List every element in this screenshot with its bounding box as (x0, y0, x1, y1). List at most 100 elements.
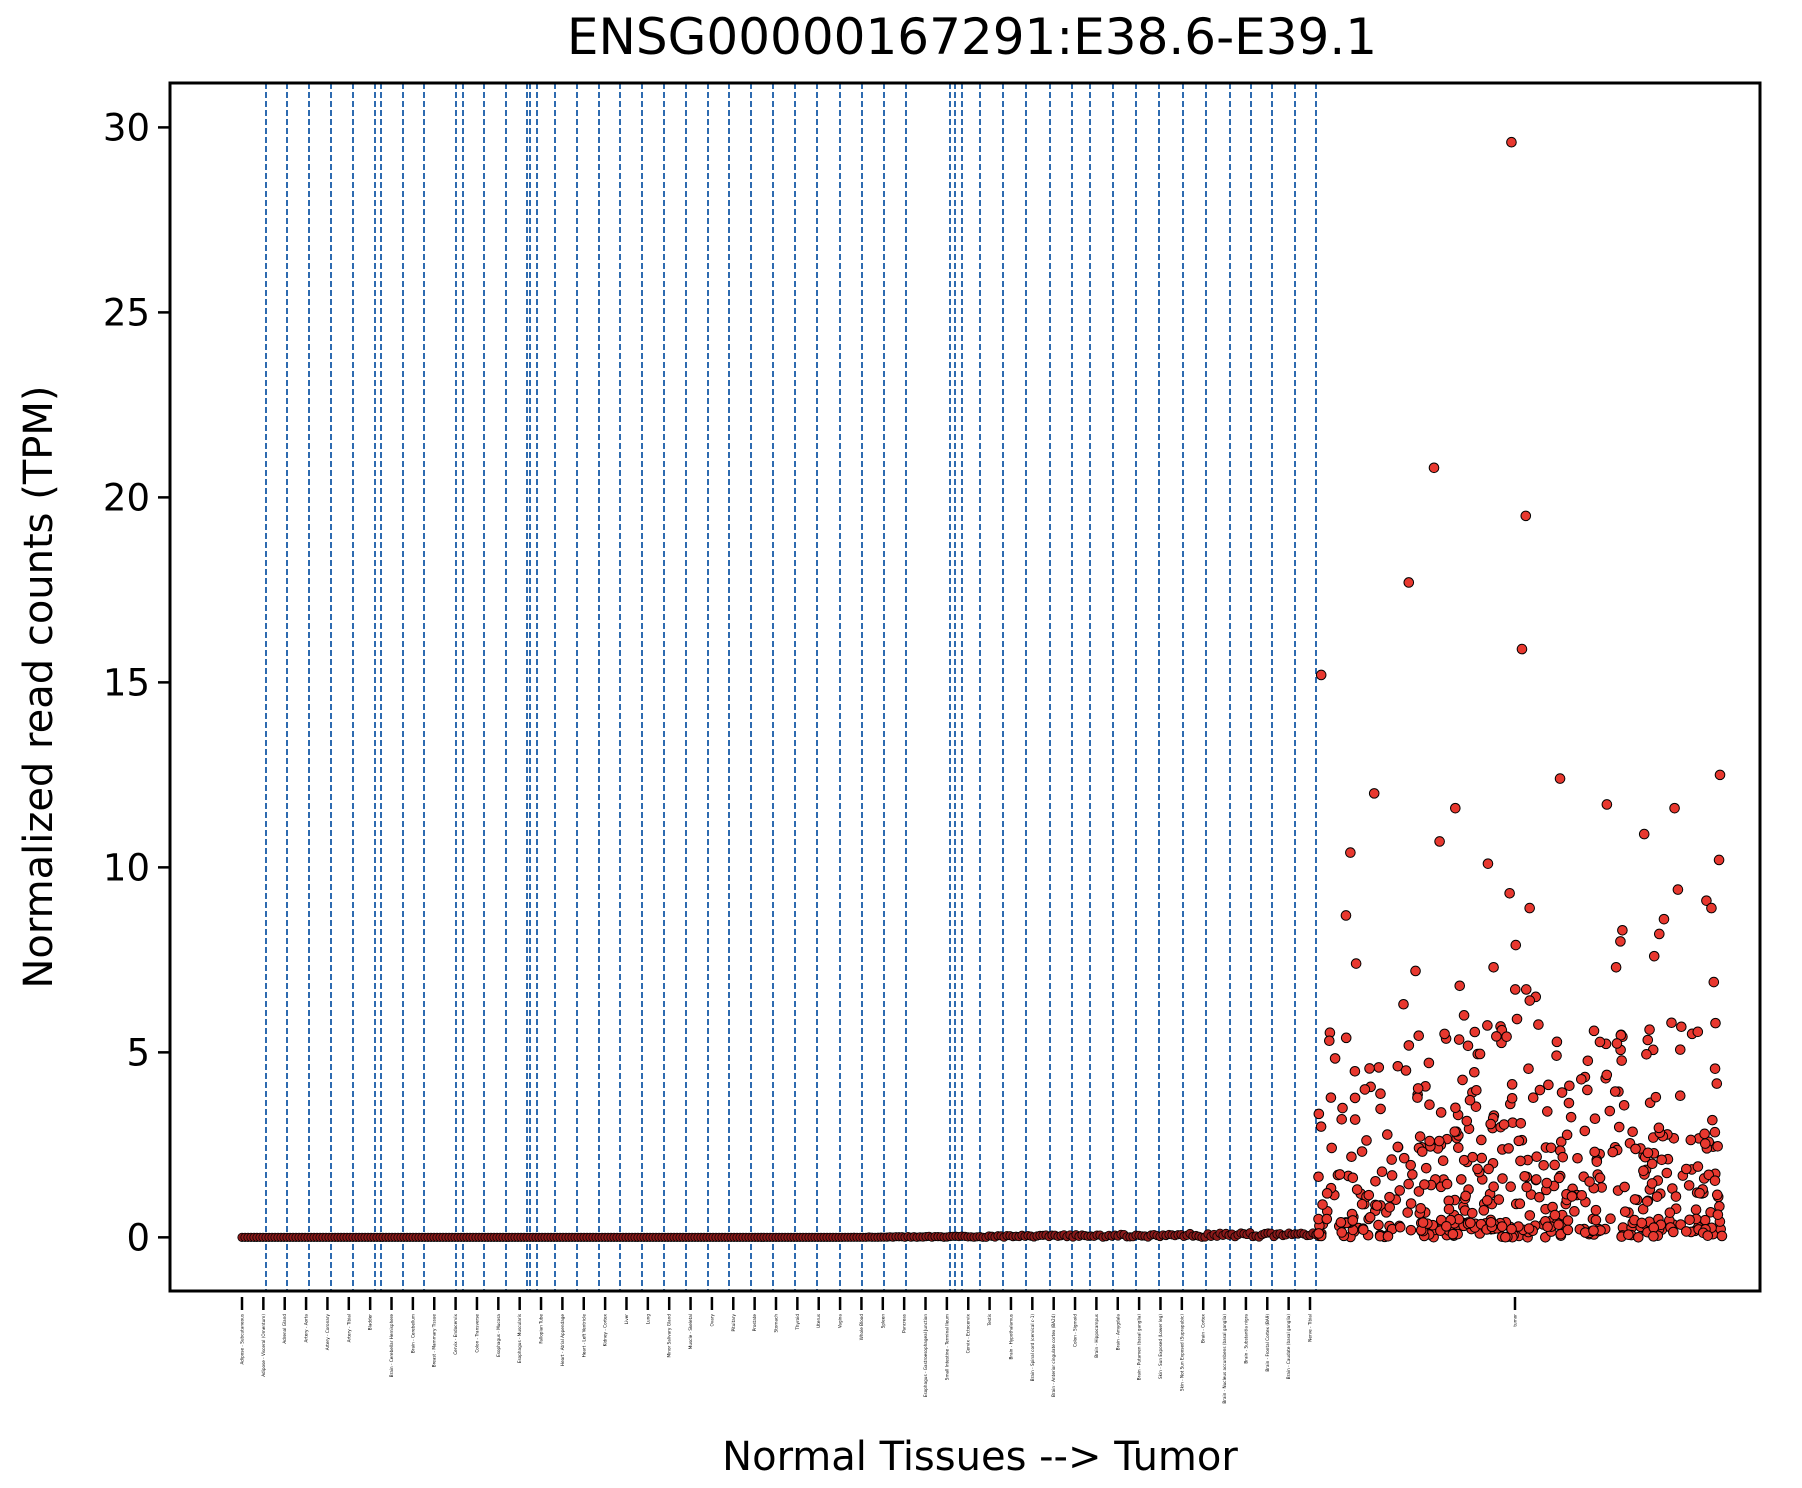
x-tick-label: Skin - Not Sun Exposed (Suprapubic) (1179, 1314, 1184, 1391)
tumor-point (1488, 1181, 1499, 1193)
tumor-point (1428, 462, 1440, 474)
tumor-point (1609, 1086, 1621, 1097)
tumor-point (1654, 928, 1665, 940)
tumor-point (1553, 1219, 1564, 1230)
tumor-point (1462, 1040, 1474, 1052)
tumor-point (1334, 1169, 1346, 1180)
tumor-point (1433, 1135, 1445, 1147)
tumor-point (1707, 1114, 1718, 1126)
tumor-point (1582, 1055, 1594, 1067)
tumor-point (1460, 1190, 1471, 1202)
x-tick-label: Brain - Cerebellum (410, 1314, 415, 1353)
tumor-point (1716, 1230, 1728, 1242)
tumor-point (1467, 1207, 1478, 1219)
x-tick-label: Brain - Amygdala (1115, 1314, 1120, 1351)
tumor-point (1464, 1094, 1476, 1106)
chart-title: ENSG00000167291:E38.6-E39.1 (567, 8, 1377, 66)
x-tick-label: Brain - Anterior cingulate cortex (BA24) (1051, 1314, 1056, 1397)
tumor-point (1346, 1151, 1357, 1163)
x-tick-label: Esophagus - Gastroesophageal Junction (923, 1314, 928, 1397)
tumor-point (1651, 1191, 1663, 1202)
tumor-point (1590, 1204, 1602, 1216)
tumor-point (1482, 858, 1494, 869)
tumor-point (1524, 1210, 1536, 1221)
tumor-point (1646, 1158, 1658, 1170)
x-tick-label: Prostate (752, 1314, 757, 1332)
tumor-point (1692, 1026, 1704, 1038)
x-tick-label: Cervix - Ectocervix (966, 1313, 971, 1353)
tumor-point (1371, 1200, 1383, 1211)
tumor-point (1590, 1214, 1602, 1226)
tumor-point (1340, 910, 1352, 921)
x-tick-label: Pancreas (902, 1314, 907, 1333)
tumor-point (1453, 1034, 1465, 1045)
tumor-point (1461, 1115, 1473, 1127)
x-tick-label: Artery - Tibial (346, 1314, 351, 1342)
tumor-point (1347, 1215, 1359, 1226)
tumor-point (1582, 1084, 1593, 1096)
tumor-point (1501, 1031, 1512, 1042)
tumor-point (1549, 1159, 1560, 1171)
tumor-point (1506, 136, 1517, 148)
tumor-point (1589, 1146, 1600, 1158)
tumor-point (1469, 1066, 1480, 1078)
tumor-point (1403, 1178, 1414, 1190)
tumor-point (1373, 1219, 1384, 1231)
tumor-point (1370, 1175, 1381, 1187)
tumor-point (1488, 961, 1499, 973)
y-tick-label: 10 (103, 846, 150, 889)
tumor-point (1321, 1213, 1333, 1225)
tumor-point (1685, 1134, 1697, 1146)
tumor-point (1485, 1216, 1497, 1228)
x-tick-label: Esophagus - Mucosa (496, 1314, 501, 1357)
plot-frame (168, 81, 1762, 1293)
tumor-point (1513, 1135, 1525, 1147)
tumor-point (1503, 1143, 1514, 1154)
tumor-point (1523, 1063, 1534, 1075)
tumor-point (1613, 1121, 1625, 1133)
tumor-point (1604, 1105, 1616, 1117)
tumor-point (1476, 1152, 1488, 1164)
tumor-point (1642, 1034, 1654, 1046)
y-tick-label: 30 (103, 106, 150, 149)
tumor-point (1636, 1217, 1648, 1229)
tumor-point (1712, 1209, 1724, 1220)
tumor-point (1506, 1079, 1518, 1090)
tumor-point (1520, 510, 1532, 522)
tumor-point (1386, 1154, 1397, 1165)
tumor-point (1349, 1065, 1361, 1077)
tumor-point (1351, 1184, 1363, 1195)
x-tick-label: Testis (987, 1314, 992, 1327)
tumor-point (1337, 1102, 1348, 1114)
tumor-point (1443, 1203, 1455, 1215)
tumor-point (1405, 1198, 1417, 1209)
tumor-point (1594, 1036, 1606, 1048)
x-tick-label: Brain - Putamen (basal ganglia) (1137, 1314, 1142, 1381)
tumor-point (1516, 643, 1528, 655)
tumor-point (1356, 1198, 1368, 1210)
tumor-point (1410, 965, 1421, 977)
tumor-point (1449, 1126, 1461, 1137)
x-tick-label: Thyroid (795, 1314, 800, 1331)
tumor-point (1619, 1181, 1630, 1193)
x-tick-label: Brain - Substantia nigra (1243, 1314, 1248, 1364)
tumor-point (1641, 1049, 1652, 1060)
tumor-point (1356, 1146, 1368, 1157)
tumor-point (1470, 1101, 1482, 1112)
tumor-point (1562, 1215, 1574, 1226)
tumor-point (1500, 1231, 1511, 1243)
tumor-point (1394, 1221, 1406, 1233)
tumor-point (1531, 1151, 1542, 1162)
tumor-point (1562, 1224, 1574, 1236)
tumor-point (1467, 1151, 1478, 1163)
tumor-point (1521, 1181, 1533, 1193)
x-axis-label: Normal Tissues --> Tumor (722, 1434, 1238, 1480)
tumor-point (1711, 1189, 1723, 1201)
tumor-point (1412, 1083, 1424, 1094)
tumor-point (1382, 1230, 1394, 1242)
tumor-point (1542, 1221, 1553, 1233)
tumor-point (1414, 1131, 1426, 1142)
tumor-point (1358, 1224, 1369, 1236)
tumor-point (1594, 1172, 1606, 1184)
tumor-point (1386, 1170, 1398, 1181)
